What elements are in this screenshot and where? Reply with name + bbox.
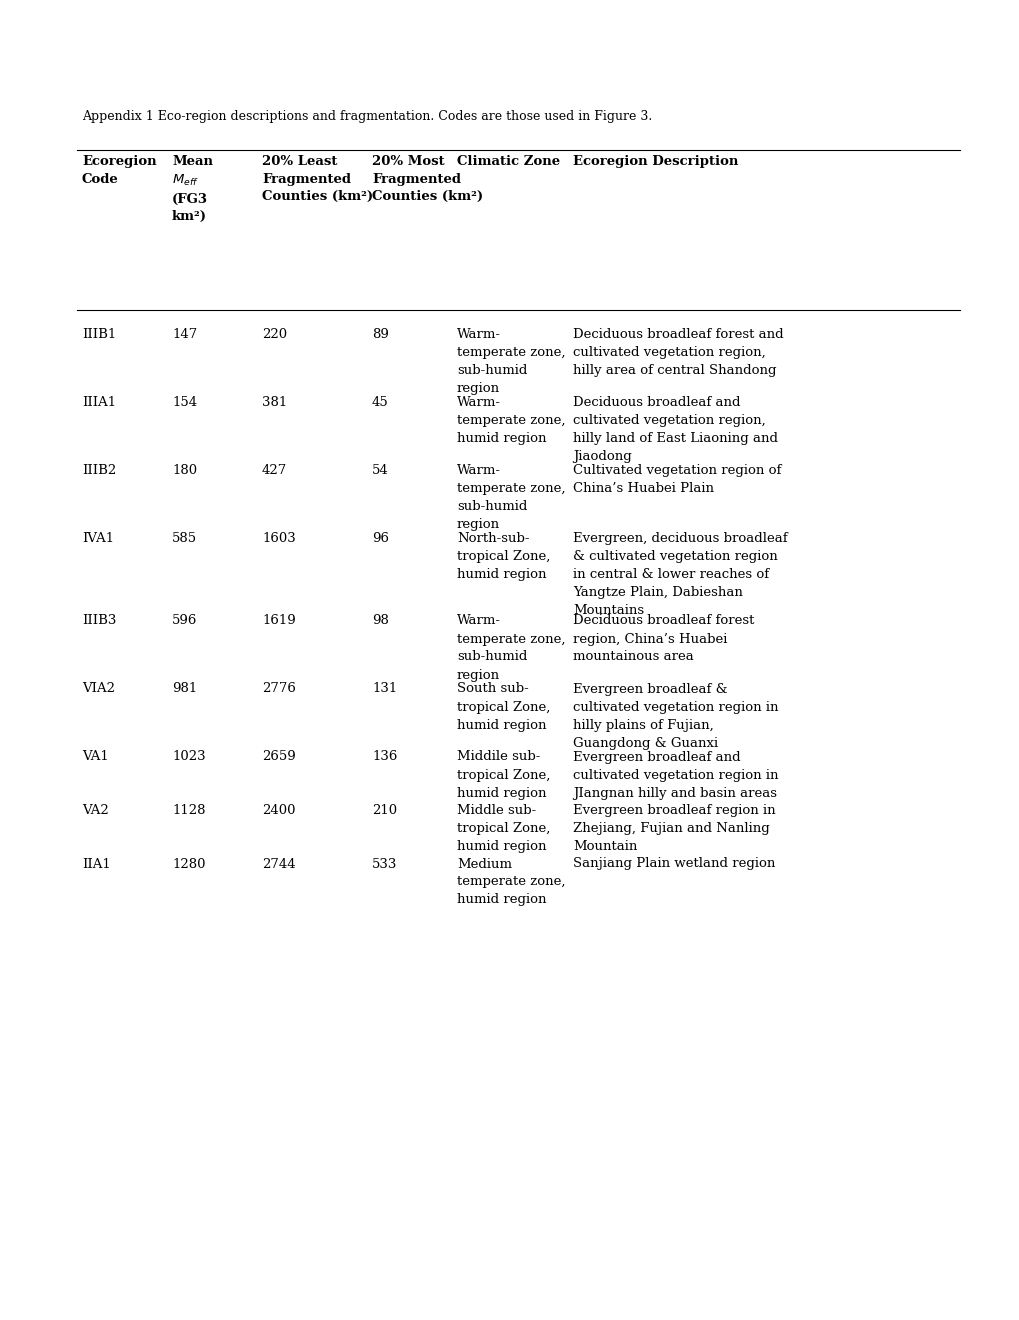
Text: 1128: 1128 [172, 804, 205, 817]
Text: 381: 381 [262, 396, 287, 409]
Text: Climatic Zone: Climatic Zone [457, 154, 559, 168]
Text: 54: 54 [372, 465, 388, 477]
Text: South sub-
tropical Zone,
humid region: South sub- tropical Zone, humid region [457, 682, 550, 731]
Text: 20% Least
Fragmented
Counties (km²): 20% Least Fragmented Counties (km²) [262, 154, 373, 203]
Text: Evergreen broadleaf &
cultivated vegetation region in
hilly plains of Fujian,
Gu: Evergreen broadleaf & cultivated vegetat… [573, 682, 777, 750]
Text: 533: 533 [372, 858, 397, 870]
Text: Middle sub-
tropical Zone,
humid region: Middle sub- tropical Zone, humid region [457, 804, 550, 853]
Text: 154: 154 [172, 396, 197, 409]
Text: IIIB1: IIIB1 [82, 327, 116, 341]
Text: 89: 89 [372, 327, 388, 341]
Text: 131: 131 [372, 682, 396, 696]
Text: 1023: 1023 [172, 751, 206, 763]
Text: Warm-
temperate zone,
sub-humid
region: Warm- temperate zone, sub-humid region [457, 327, 565, 395]
Text: 1619: 1619 [262, 615, 296, 627]
Text: 98: 98 [372, 615, 388, 627]
Text: 2776: 2776 [262, 682, 296, 696]
Text: 220: 220 [262, 327, 286, 341]
Text: 2744: 2744 [262, 858, 296, 870]
Text: IIIB3: IIIB3 [82, 615, 116, 627]
Text: 2400: 2400 [262, 804, 296, 817]
Text: 210: 210 [372, 804, 396, 817]
Text: VIA2: VIA2 [82, 682, 115, 696]
Text: 136: 136 [372, 751, 397, 763]
Text: 427: 427 [262, 465, 287, 477]
Text: 20% Most
Fragmented
Counties (km²): 20% Most Fragmented Counties (km²) [372, 154, 483, 203]
Text: Sanjiang Plain wetland region: Sanjiang Plain wetland region [573, 858, 774, 870]
Text: 96: 96 [372, 532, 388, 545]
Text: Warm-
temperate zone,
humid region: Warm- temperate zone, humid region [457, 396, 565, 445]
Text: Medium
temperate zone,
humid region: Medium temperate zone, humid region [457, 858, 565, 907]
Text: 180: 180 [172, 465, 197, 477]
Text: Cultivated vegetation region of
China’s Huabei Plain: Cultivated vegetation region of China’s … [573, 465, 781, 495]
Text: 147: 147 [172, 327, 197, 341]
Text: Appendix 1 Eco-region descriptions and fragmentation. Codes are those used in Fi: Appendix 1 Eco-region descriptions and f… [82, 110, 651, 123]
Text: 981: 981 [172, 682, 197, 696]
Text: Middile sub-
tropical Zone,
humid region: Middile sub- tropical Zone, humid region [457, 751, 550, 800]
Text: IIA1: IIA1 [82, 858, 111, 870]
Text: 585: 585 [172, 532, 197, 545]
Text: IIIA1: IIIA1 [82, 396, 116, 409]
Text: Evergreen, deciduous broadleaf
& cultivated vegetation region
in central & lower: Evergreen, deciduous broadleaf & cultiva… [573, 532, 787, 616]
Text: VA2: VA2 [82, 804, 109, 817]
Text: Evergreen broadleaf and
cultivated vegetation region in
JIangnan hilly and basin: Evergreen broadleaf and cultivated veget… [573, 751, 777, 800]
Text: Ecoregion
Code: Ecoregion Code [82, 154, 157, 186]
Text: Mean
$M_{eff}$
(FG3
km²): Mean $M_{eff}$ (FG3 km²) [172, 154, 213, 223]
Text: 2659: 2659 [262, 751, 296, 763]
Text: 45: 45 [372, 396, 388, 409]
Text: 1280: 1280 [172, 858, 205, 870]
Text: Warm-
temperate zone,
sub-humid
region: Warm- temperate zone, sub-humid region [457, 615, 565, 681]
Text: North-sub-
tropical Zone,
humid region: North-sub- tropical Zone, humid region [457, 532, 550, 581]
Text: 1603: 1603 [262, 532, 296, 545]
Text: Warm-
temperate zone,
sub-humid
region: Warm- temperate zone, sub-humid region [457, 465, 565, 531]
Text: IIIB2: IIIB2 [82, 465, 116, 477]
Text: 596: 596 [172, 615, 198, 627]
Text: Deciduous broadleaf forest and
cultivated vegetation region,
hilly area of centr: Deciduous broadleaf forest and cultivate… [573, 327, 783, 378]
Text: IVA1: IVA1 [82, 532, 114, 545]
Text: VA1: VA1 [82, 751, 109, 763]
Text: Ecoregion Description: Ecoregion Description [573, 154, 738, 168]
Text: Evergreen broadleaf region in
Zhejiang, Fujian and Nanling
Mountain: Evergreen broadleaf region in Zhejiang, … [573, 804, 774, 853]
Text: Deciduous broadleaf forest
region, China’s Huabei
mountainous area: Deciduous broadleaf forest region, China… [573, 615, 754, 664]
Text: Deciduous broadleaf and
cultivated vegetation region,
hilly land of East Liaonin: Deciduous broadleaf and cultivated veget… [573, 396, 777, 463]
